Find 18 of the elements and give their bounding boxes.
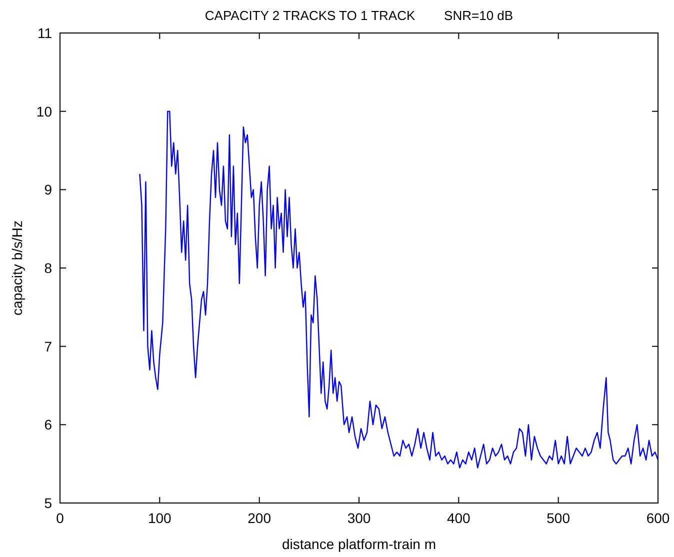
x-tick-label: 300 [347,510,371,526]
x-tick-label: 400 [446,510,471,526]
y-tick-label: 8 [44,260,52,276]
y-tick-label: 6 [44,416,52,433]
y-tick-label: 7 [44,338,52,354]
x-axis-title: distance platform-train m [282,536,436,552]
x-tick-label: 200 [248,510,272,526]
y-axis-title: capacity b/s/Hz [9,220,25,316]
x-tick-label: 500 [546,510,570,526]
x-tick-label: 100 [148,510,172,526]
y-tick-label: 11 [37,25,52,41]
chart-title: CAPACITY 2 TRACKS TO 1 TRACK SNR=10 dB [204,8,514,23]
y-tick-label: 9 [44,182,52,198]
line-series [139,110,658,468]
y-tick-label: 10 [36,103,52,120]
y-tick-label: 5 [44,495,52,511]
x-tick-label: 600 [646,510,670,526]
x-tick-label: 0 [56,510,64,526]
